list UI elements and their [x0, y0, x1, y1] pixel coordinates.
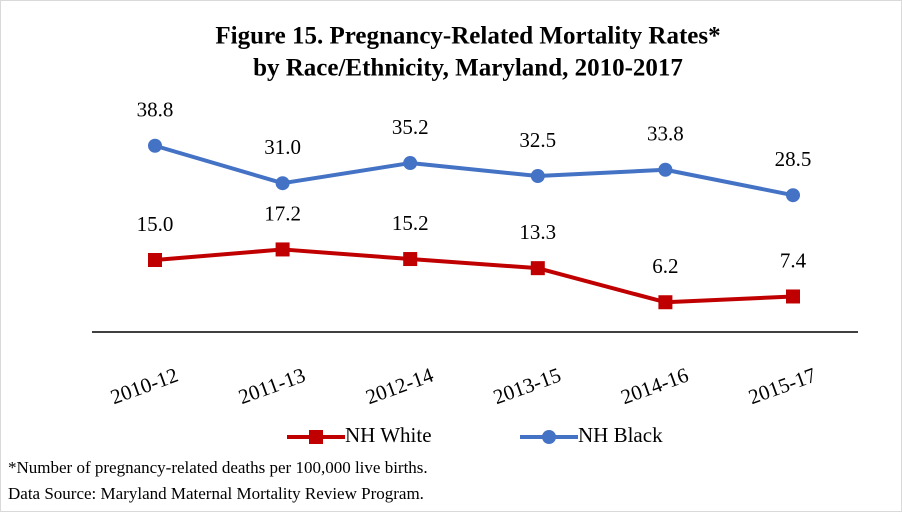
- chart-title: Figure 15. Pregnancy-Related Mortality R…: [215, 23, 720, 50]
- point: [786, 188, 800, 203]
- data-label: 33.8: [647, 122, 684, 146]
- point: [148, 253, 162, 267]
- data-label: 15.0: [137, 212, 174, 236]
- data-label: 38.8: [137, 98, 174, 122]
- legend-marker: [542, 430, 556, 444]
- footnote: Data Source: Maryland Maternal Mortality…: [8, 484, 424, 503]
- footnote: *Number of pregnancy-related deaths per …: [8, 458, 428, 477]
- point: [530, 169, 545, 183]
- point: [530, 261, 545, 276]
- legend-label: NH White: [345, 423, 432, 447]
- point: [658, 295, 673, 310]
- point: [403, 156, 418, 171]
- point: [786, 289, 800, 304]
- point: [148, 138, 162, 153]
- data-label: 28.5: [775, 147, 812, 171]
- data-label: 17.2: [264, 201, 301, 225]
- data-label: 31.0: [264, 135, 301, 159]
- point: [275, 242, 290, 257]
- legend-marker: [309, 430, 323, 444]
- data-label: 32.5: [519, 128, 556, 152]
- series-line: [154, 143, 794, 198]
- data-label: 15.2: [392, 211, 429, 235]
- point: [403, 252, 418, 267]
- legend-label: NH Black: [578, 423, 663, 447]
- series-line: [154, 247, 794, 305]
- point: [658, 162, 673, 177]
- data-label: 35.2: [392, 115, 429, 139]
- data-label: 7.4: [780, 248, 807, 272]
- data-label: 13.3: [519, 220, 556, 244]
- point: [275, 176, 290, 191]
- chart-title: by Race/Ethnicity, Maryland, 2010-2017: [253, 55, 683, 82]
- data-label: 6.2: [652, 254, 678, 278]
